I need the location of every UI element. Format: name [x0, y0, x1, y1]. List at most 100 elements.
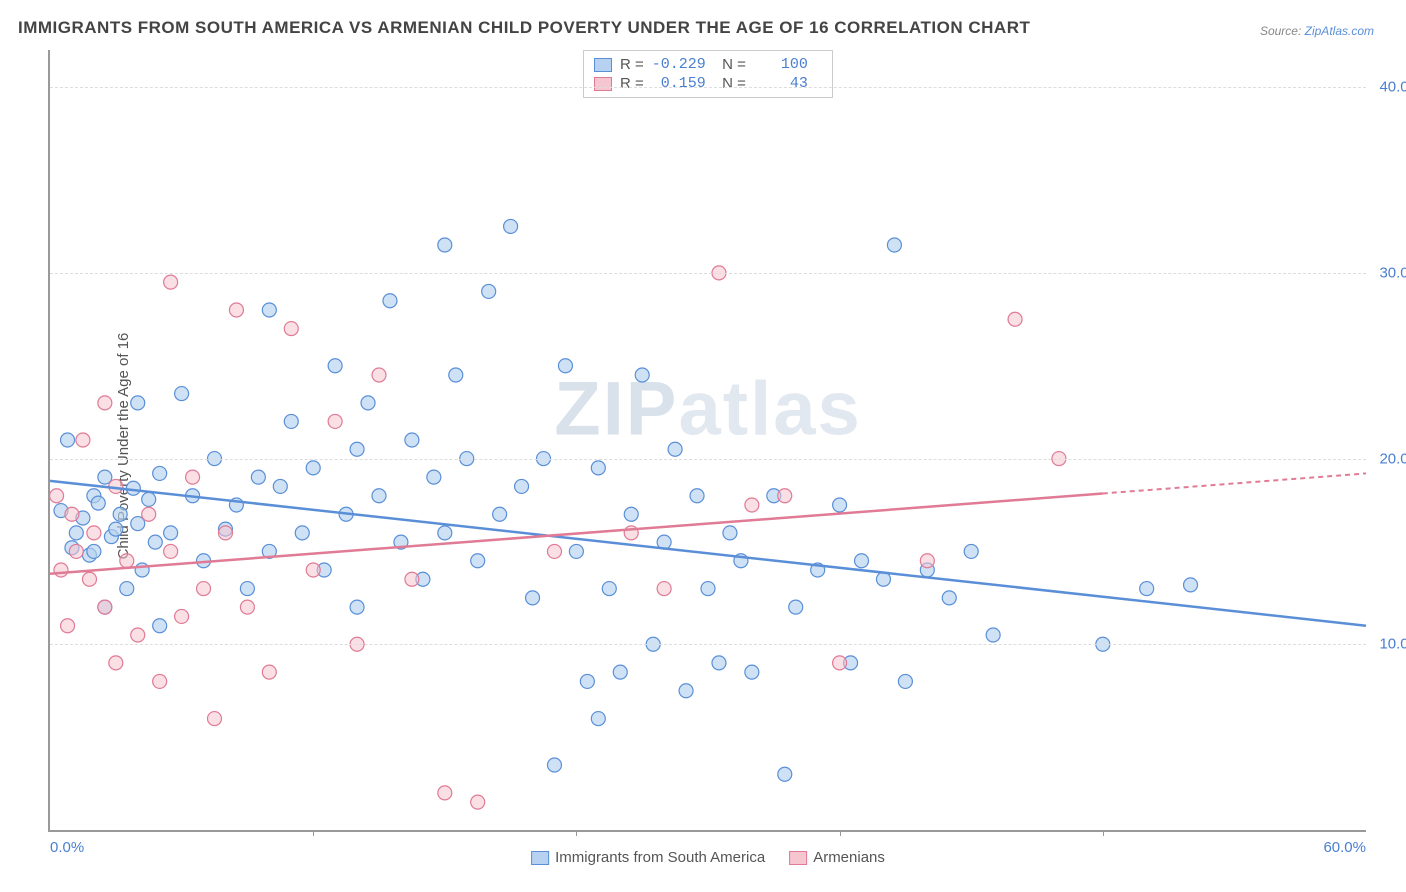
- data-point: [50, 489, 64, 503]
- legend-label-series1: Immigrants from South America: [555, 849, 765, 866]
- data-point: [778, 489, 792, 503]
- data-point: [98, 600, 112, 614]
- data-point: [131, 396, 145, 410]
- data-point: [87, 544, 101, 558]
- data-point: [438, 786, 452, 800]
- data-point: [405, 572, 419, 586]
- data-point: [61, 619, 75, 633]
- source-attribution: Source: ZipAtlas.com: [1260, 24, 1374, 38]
- data-point: [109, 656, 123, 670]
- data-point: [372, 489, 386, 503]
- data-point: [164, 526, 178, 540]
- data-point: [712, 656, 726, 670]
- data-point: [482, 284, 496, 298]
- data-point: [1184, 578, 1198, 592]
- data-point: [328, 359, 342, 373]
- gridline-h: [50, 459, 1366, 460]
- data-point: [175, 609, 189, 623]
- data-point: [131, 628, 145, 642]
- data-point: [526, 591, 540, 605]
- data-point: [175, 387, 189, 401]
- data-point: [208, 712, 222, 726]
- data-point: [427, 470, 441, 484]
- data-point: [229, 303, 243, 317]
- data-point: [361, 396, 375, 410]
- data-point: [569, 544, 583, 558]
- data-point: [262, 665, 276, 679]
- x-tick-label: 0.0%: [50, 839, 84, 856]
- source-link[interactable]: ZipAtlas.com: [1305, 24, 1374, 38]
- data-point: [142, 492, 156, 506]
- data-point: [69, 526, 83, 540]
- data-point: [701, 582, 715, 596]
- data-point: [438, 238, 452, 252]
- data-point: [120, 554, 134, 568]
- data-point: [113, 507, 127, 521]
- data-point: [745, 498, 759, 512]
- data-point: [1008, 312, 1022, 326]
- data-point: [240, 600, 254, 614]
- data-point: [745, 665, 759, 679]
- data-point: [383, 294, 397, 308]
- data-point: [547, 758, 561, 772]
- data-point: [493, 507, 507, 521]
- gridline-h: [50, 644, 1366, 645]
- data-point: [613, 665, 627, 679]
- gridline-h: [50, 273, 1366, 274]
- y-tick-label: 30.0%: [1379, 264, 1406, 281]
- data-point: [855, 554, 869, 568]
- chart-plot-area: ZIPatlas R = -0.229 N = 100 R = 0.159 N …: [48, 50, 1366, 832]
- data-point: [197, 582, 211, 596]
- data-point: [558, 359, 572, 373]
- legend-label-series2: Armenians: [813, 849, 885, 866]
- data-point: [91, 496, 105, 510]
- data-point: [153, 466, 167, 480]
- data-point: [69, 544, 83, 558]
- data-point: [690, 489, 704, 503]
- data-point: [306, 563, 320, 577]
- legend-item-series2: Armenians: [789, 849, 885, 866]
- data-point: [833, 498, 847, 512]
- data-point: [142, 507, 156, 521]
- data-point: [668, 442, 682, 456]
- data-point: [449, 368, 463, 382]
- x-tick-label: 60.0%: [1323, 839, 1366, 856]
- series-legend: Immigrants from South America Armenians: [531, 849, 885, 866]
- data-point: [635, 368, 649, 382]
- scatter-plot-svg: [50, 50, 1366, 830]
- data-point: [76, 433, 90, 447]
- data-point: [186, 470, 200, 484]
- data-point: [273, 479, 287, 493]
- data-point: [778, 767, 792, 781]
- data-point: [591, 712, 605, 726]
- legend-item-series1: Immigrants from South America: [531, 849, 765, 866]
- data-point: [580, 674, 594, 688]
- y-tick-label: 20.0%: [1379, 450, 1406, 467]
- y-tick-label: 40.0%: [1379, 79, 1406, 96]
- data-point: [887, 238, 901, 252]
- data-point: [148, 535, 162, 549]
- data-point: [164, 544, 178, 558]
- data-point: [789, 600, 803, 614]
- data-point: [54, 563, 68, 577]
- data-point: [405, 433, 419, 447]
- y-tick-label: 10.0%: [1379, 636, 1406, 653]
- data-point: [833, 656, 847, 670]
- data-point: [295, 526, 309, 540]
- data-point: [350, 600, 364, 614]
- data-point: [61, 433, 75, 447]
- data-point: [942, 591, 956, 605]
- data-point: [164, 275, 178, 289]
- data-point: [591, 461, 605, 475]
- data-point: [547, 544, 561, 558]
- data-point: [284, 322, 298, 336]
- data-point: [251, 470, 265, 484]
- data-point: [515, 479, 529, 493]
- data-point: [986, 628, 1000, 642]
- data-point: [438, 526, 452, 540]
- gridline-h: [50, 87, 1366, 88]
- data-point: [372, 368, 386, 382]
- legend-swatch-blue: [531, 851, 549, 865]
- data-point: [82, 572, 96, 586]
- x-minor-tick: [840, 830, 841, 836]
